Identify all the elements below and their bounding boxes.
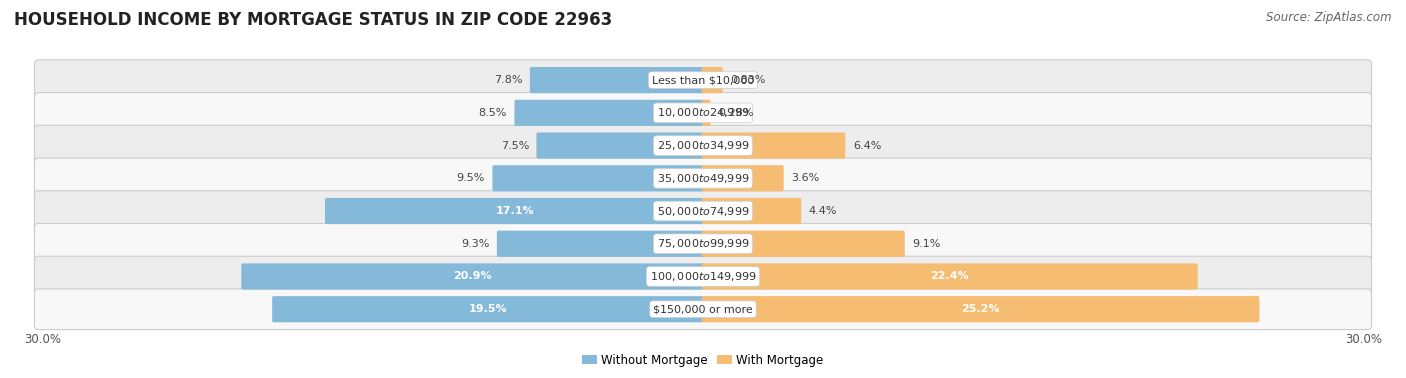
- Text: $75,000 to $99,999: $75,000 to $99,999: [657, 237, 749, 250]
- FancyBboxPatch shape: [35, 191, 1371, 231]
- FancyBboxPatch shape: [242, 263, 704, 290]
- FancyBboxPatch shape: [35, 158, 1371, 198]
- FancyBboxPatch shape: [702, 198, 801, 224]
- FancyBboxPatch shape: [325, 198, 704, 224]
- Text: 0.28%: 0.28%: [718, 108, 754, 118]
- Text: $35,000 to $49,999: $35,000 to $49,999: [657, 172, 749, 185]
- Text: $50,000 to $74,999: $50,000 to $74,999: [657, 204, 749, 217]
- FancyBboxPatch shape: [702, 263, 1198, 290]
- FancyBboxPatch shape: [702, 296, 1260, 322]
- FancyBboxPatch shape: [702, 67, 723, 93]
- Text: 8.5%: 8.5%: [478, 108, 508, 118]
- Text: 22.4%: 22.4%: [931, 271, 969, 282]
- Text: 6.4%: 6.4%: [853, 141, 882, 150]
- Text: 9.3%: 9.3%: [461, 239, 489, 249]
- FancyBboxPatch shape: [35, 256, 1371, 297]
- FancyBboxPatch shape: [35, 223, 1371, 264]
- Text: Less than $10,000: Less than $10,000: [652, 75, 754, 85]
- FancyBboxPatch shape: [35, 93, 1371, 133]
- Text: 0.83%: 0.83%: [730, 75, 765, 85]
- Text: 7.8%: 7.8%: [494, 75, 523, 85]
- FancyBboxPatch shape: [35, 289, 1371, 330]
- FancyBboxPatch shape: [702, 100, 710, 126]
- Text: 3.6%: 3.6%: [792, 173, 820, 183]
- FancyBboxPatch shape: [515, 100, 704, 126]
- FancyBboxPatch shape: [492, 165, 704, 191]
- FancyBboxPatch shape: [702, 132, 845, 159]
- Text: HOUSEHOLD INCOME BY MORTGAGE STATUS IN ZIP CODE 22963: HOUSEHOLD INCOME BY MORTGAGE STATUS IN Z…: [14, 11, 612, 29]
- Text: 4.4%: 4.4%: [808, 206, 837, 216]
- FancyBboxPatch shape: [496, 231, 704, 257]
- Text: 17.1%: 17.1%: [495, 206, 534, 216]
- FancyBboxPatch shape: [702, 165, 783, 191]
- Text: 9.5%: 9.5%: [457, 173, 485, 183]
- FancyBboxPatch shape: [273, 296, 704, 322]
- FancyBboxPatch shape: [530, 67, 704, 93]
- Text: 25.2%: 25.2%: [962, 304, 1000, 314]
- FancyBboxPatch shape: [537, 132, 704, 159]
- Text: 7.5%: 7.5%: [501, 141, 529, 150]
- Text: $150,000 or more: $150,000 or more: [654, 304, 752, 314]
- Text: $10,000 to $24,999: $10,000 to $24,999: [657, 106, 749, 119]
- FancyBboxPatch shape: [35, 60, 1371, 101]
- Text: 9.1%: 9.1%: [912, 239, 941, 249]
- FancyBboxPatch shape: [702, 231, 905, 257]
- Text: 19.5%: 19.5%: [470, 304, 508, 314]
- Legend: Without Mortgage, With Mortgage: Without Mortgage, With Mortgage: [578, 349, 828, 371]
- Text: $25,000 to $34,999: $25,000 to $34,999: [657, 139, 749, 152]
- FancyBboxPatch shape: [35, 125, 1371, 166]
- Text: 20.9%: 20.9%: [454, 271, 492, 282]
- Text: Source: ZipAtlas.com: Source: ZipAtlas.com: [1267, 11, 1392, 24]
- Text: $100,000 to $149,999: $100,000 to $149,999: [650, 270, 756, 283]
